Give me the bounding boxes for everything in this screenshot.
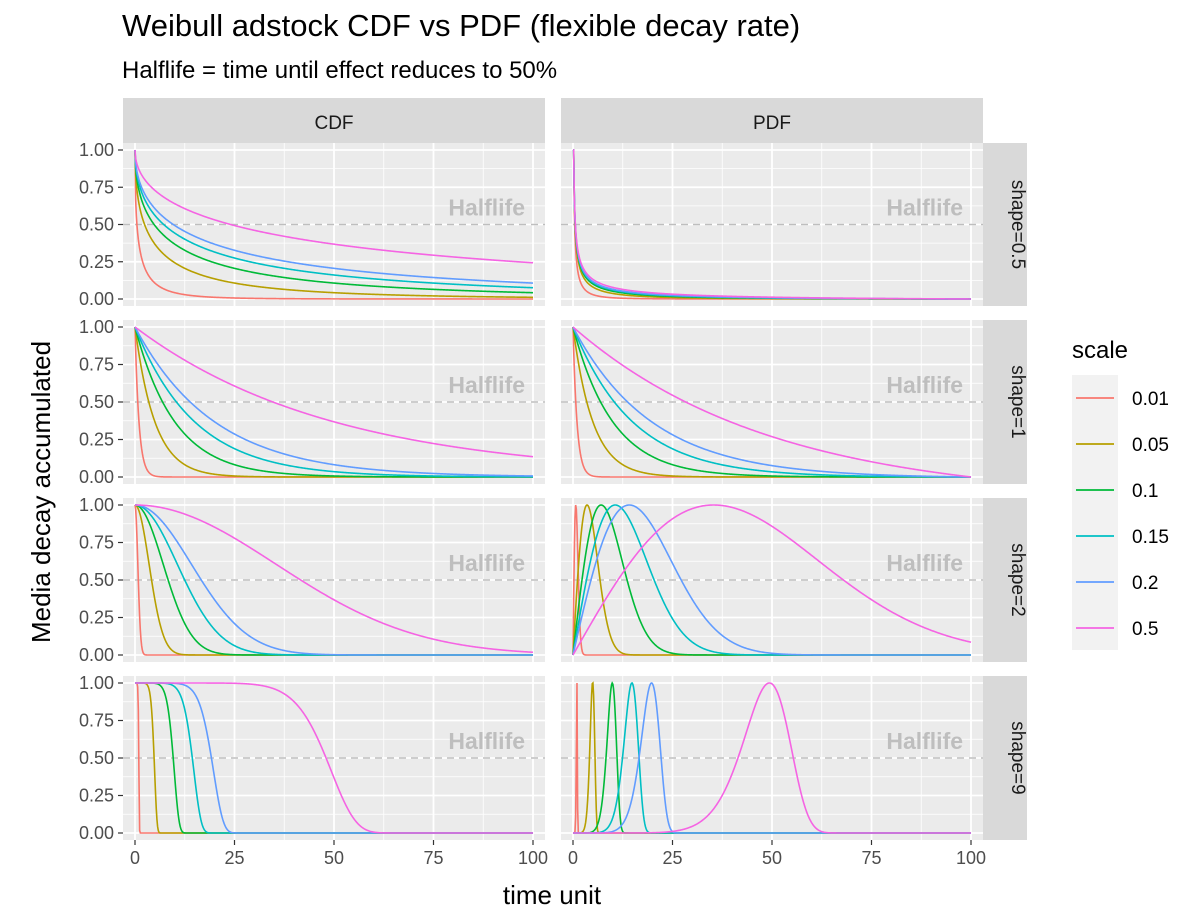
series-line-scale-0.05 [134,149,534,299]
x-tick-label: 25 [224,848,244,868]
x-tick-label: 0 [130,848,140,868]
y-tick-label: 1.00 [79,673,114,693]
chart-title: Weibull adstock CDF vs PDF (flexible dec… [122,8,800,43]
legend-label-0.15: 0.15 [1132,527,1169,548]
strip-pdf [561,98,983,143]
x-axis-label: time unit [503,880,602,910]
facet-panels: CDF PDF shape=0.5 Halflife 0.00 0.25 0.50 0.75 1… [79,98,1028,868]
x-tick-label: 100 [956,848,986,868]
strip-label-shape-9: shape=9 [1007,721,1028,794]
halflife-label: Halflife [886,728,963,754]
legend-label-0.5: 0.5 [1132,619,1158,640]
series-line-scale-0.5 [572,504,972,656]
strip-shape-2 [983,498,1027,662]
series-line-scale-0.2 [572,504,971,656]
strip-shape-0.5 [983,143,1027,306]
y-tick-label: 0.00 [79,289,114,309]
y-tick-label: 0.50 [79,215,114,235]
panel-pdf-shape-0.5: Halflife [561,143,983,306]
halflife-label: Halflife [886,550,963,576]
panel-cdf-shape-2: Halflife [123,498,545,662]
series-line-scale-0.5 [572,326,972,478]
strip-label-pdf: PDF [753,113,791,134]
x-tick-label: 100 [518,848,548,868]
legend-label-0.05: 0.05 [1132,435,1169,456]
halflife-label: Halflife [448,372,525,398]
y-tick-label: 0.50 [79,392,114,412]
series-line-scale-0.5 [134,326,534,458]
chart-subtitle: Halflife = time until effect reduces to … [122,57,557,84]
series-line-scale-0.5 [135,682,533,834]
y-tick-label: 0.25 [79,430,114,450]
x-tick-label: 0 [568,848,578,868]
strip-label-shape-1: shape=1 [1007,365,1028,438]
legend-title: scale [1072,337,1128,364]
panel-cdf-shape-0.5: Halflife [123,143,545,306]
series-line-scale-0.2 [572,326,972,478]
y-tick-label: 0.75 [79,355,114,375]
strip-label-shape-2: shape=2 [1007,543,1028,616]
panel-pdf-shape-2: Halflife [561,498,983,662]
halflife-label: Halflife [886,372,963,398]
series-line-scale-0.1 [134,149,534,294]
y-tick-label: 0.00 [79,823,114,843]
strip-label-shape-0.5: shape=0.5 [1007,180,1028,269]
halflife-label: Halflife [886,195,963,221]
strip-shape-9 [983,676,1027,840]
y-tick-label: 0.75 [79,711,114,731]
legend: scale 0.01 0.05 0.1 0.15 0.2 0.5 [1072,337,1169,650]
series-line-scale-0.5 [573,682,971,834]
strip-cdf [123,98,545,143]
y-tick-label: 0.25 [79,608,114,628]
legend-label-0.2: 0.2 [1132,573,1158,594]
x-tick-label: 25 [662,848,682,868]
y-tick-label: 0.25 [79,786,114,806]
y-axis-label: Media decay accumulated [26,341,56,643]
panel-cdf-shape-9: Halflife [123,676,545,840]
x-tick-label: 50 [762,848,782,868]
y-tick-label: 0.75 [79,177,114,197]
series-line-scale-0.5 [572,149,971,300]
panel-pdf-shape-1: Halflife [561,320,983,484]
y-tick-label: 0.00 [79,645,114,665]
series-line-scale-0.15 [134,326,533,478]
y-tick-label: 0.50 [79,748,114,768]
legend-label-0.01: 0.01 [1132,389,1169,410]
series-line-scale-0.2 [134,504,533,656]
panel-pdf-shape-9: Halflife [561,676,983,840]
halflife-label: Halflife [448,195,525,221]
series-line-scale-0.15 [134,149,534,289]
halflife-label: Halflife [448,550,525,576]
y-tick-label: 0.00 [79,467,114,487]
strip-label-cdf: CDF [314,113,353,134]
y-tick-label: 1.00 [79,317,114,337]
series-line-scale-0.01 [134,149,533,300]
x-tick-label: 75 [861,848,881,868]
x-tick-label: 50 [324,848,344,868]
series-line-scale-0.5 [135,504,534,654]
series-line-scale-0.15 [572,326,971,478]
series-line-scale-0.5 [134,149,534,264]
y-tick-label: 0.25 [79,252,114,272]
y-tick-label: 1.00 [79,140,114,160]
legend-key-background [1072,375,1118,650]
series-line-scale-0.2 [134,149,534,284]
series-line-scale-0.2 [134,326,534,477]
x-tick-label: 75 [423,848,443,868]
halflife-label: Halflife [448,728,525,754]
strip-shape-1 [983,320,1027,484]
legend-label-0.1: 0.1 [1132,481,1158,502]
y-tick-label: 0.50 [79,570,114,590]
panel-cdf-shape-1: Halflife [123,320,545,484]
y-tick-label: 1.00 [79,495,114,515]
y-tick-label: 0.75 [79,533,114,553]
